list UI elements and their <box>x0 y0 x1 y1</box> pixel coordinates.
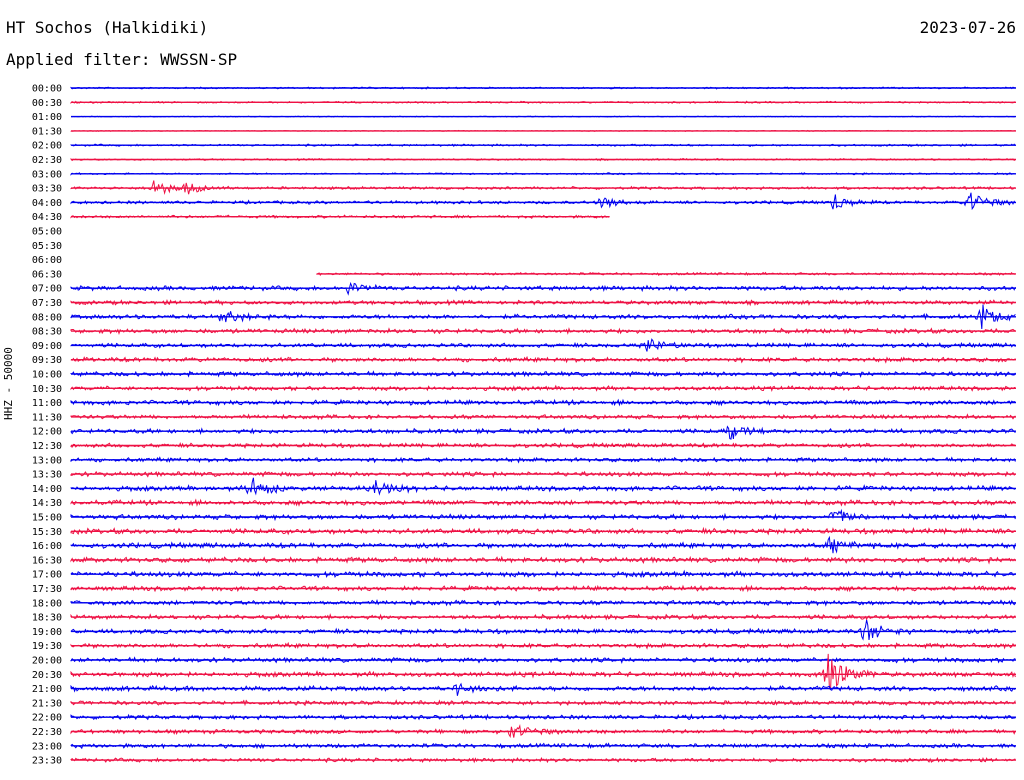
row-time-label: 10:00 <box>32 370 62 381</box>
row-time-label: 22:00 <box>32 713 62 724</box>
row-time-label: 14:30 <box>32 498 62 509</box>
row-time-label: 12:00 <box>32 427 62 438</box>
row-time-label: 02:00 <box>32 141 62 152</box>
trace-row-1400 <box>70 477 1016 496</box>
row-time-label: 00:30 <box>32 98 62 109</box>
row-time-label: 23:30 <box>32 756 62 767</box>
trace-row-1900 <box>70 619 1016 641</box>
trace-row-1200 <box>70 425 1016 440</box>
row-time-label: 06:30 <box>32 269 62 280</box>
row-time-label: 16:30 <box>32 555 62 566</box>
record-date: 2023-07-26 <box>919 18 1016 37</box>
row-time-label: 18:30 <box>32 613 62 624</box>
row-time-label: 07:00 <box>32 284 62 295</box>
row-time-label: 22:30 <box>32 727 62 738</box>
filter-label: Applied filter: WWSSN-SP <box>6 50 238 69</box>
station-title: HT Sochos (Halkidiki) <box>6 18 209 37</box>
row-time-label: 10:30 <box>32 384 62 395</box>
row-time-label: 20:00 <box>32 656 62 667</box>
row-time-label: 19:30 <box>32 641 62 652</box>
row-time-label: 08:30 <box>32 327 62 338</box>
row-time-label: 05:00 <box>32 227 62 238</box>
trace-row-1530 <box>70 526 1016 536</box>
trace-row-2000 <box>70 656 1016 665</box>
row-time-label: 02:30 <box>32 155 62 166</box>
row-time-label: 09:00 <box>32 341 62 352</box>
row-time-label: 20:30 <box>32 670 62 681</box>
row-time-label: 05:30 <box>32 241 62 252</box>
row-time-label: 21:00 <box>32 684 62 695</box>
trace-row-0400 <box>70 192 1016 211</box>
row-time-label: 08:00 <box>32 312 62 323</box>
row-time-label: 16:00 <box>32 541 62 552</box>
row-time-label: 14:00 <box>32 484 62 495</box>
row-time-label: 21:30 <box>32 698 62 709</box>
row-time-label: 12:30 <box>32 441 62 452</box>
row-time-label: 04:30 <box>32 212 62 223</box>
row-time-label: 13:00 <box>32 455 62 466</box>
row-time-label: 19:00 <box>32 627 62 638</box>
row-time-label: 06:00 <box>32 255 62 266</box>
row-time-label: 09:30 <box>32 355 62 366</box>
row-time-label: 01:30 <box>32 126 62 137</box>
trace-row-0330 <box>70 180 1016 195</box>
row-time-label: 04:00 <box>32 198 62 209</box>
row-time-label: 17:00 <box>32 570 62 581</box>
row-time-label: 03:30 <box>32 184 62 195</box>
row-time-label: 03:00 <box>32 169 62 180</box>
row-time-label: 01:00 <box>32 112 62 123</box>
row-time-label: 07:30 <box>32 298 62 309</box>
row-time-label: 15:30 <box>32 527 62 538</box>
row-time-label: 15:00 <box>32 513 62 524</box>
row-time-label: 11:30 <box>32 412 62 423</box>
trace-row-1500 <box>70 508 1016 522</box>
row-time-label: 13:30 <box>32 470 62 481</box>
row-time-label: 00:00 <box>32 84 62 95</box>
row-time-label: 18:00 <box>32 598 62 609</box>
row-time-label: 11:00 <box>32 398 62 409</box>
trace-row-2100 <box>70 682 1016 696</box>
row-time-label: 17:30 <box>32 584 62 595</box>
row-time-label: 23:00 <box>32 741 62 752</box>
